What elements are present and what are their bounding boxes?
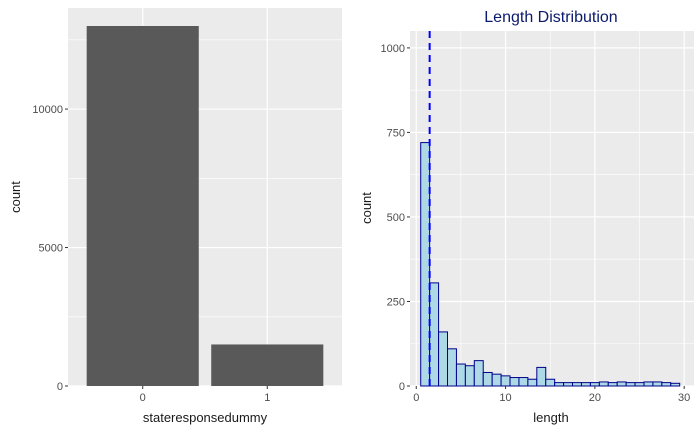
histogram-bar (482, 371, 493, 387)
histogram-bar (589, 382, 600, 387)
histogram-bar (554, 382, 565, 387)
histogram-bar (536, 366, 547, 387)
histogram-bar (447, 348, 457, 387)
left-bars (86, 26, 324, 386)
left-y-tick-label: 0 (57, 381, 63, 393)
histogram-bar (518, 377, 529, 387)
right-x-tick-label: 30 (678, 392, 690, 404)
histogram-bar (670, 382, 681, 387)
histogram-bar (509, 377, 520, 387)
histogram-bar (598, 381, 609, 387)
histogram-bar (429, 282, 440, 387)
histogram-bar (607, 382, 618, 387)
histogram-bar (420, 142, 431, 387)
right-y-axis-title: count (359, 192, 374, 224)
right-y-tick-label: 1000 (381, 43, 405, 55)
histogram-bar (545, 378, 556, 387)
histogram-bar (500, 375, 511, 387)
left-y-ticks: 0 5000 10000 (32, 104, 68, 393)
left-y-axis-title: count (8, 181, 23, 213)
right-x-tick-label: 0 (413, 392, 419, 404)
right-chart: Length Distribution 0 250 500 750 1000 0 10 20… (359, 9, 694, 425)
histogram-bar (473, 360, 484, 387)
histogram-bar (464, 365, 475, 387)
histogram-bar (491, 373, 502, 387)
right-chart-title: Length Distribution (484, 9, 617, 26)
bar-0 (86, 26, 199, 386)
bar-1 (211, 344, 324, 386)
right-y-tick-label: 500 (387, 212, 405, 224)
right-x-tick-label: 20 (589, 392, 601, 404)
histogram-bar (625, 382, 636, 387)
histogram-bar (563, 382, 574, 387)
histogram-bar (527, 378, 538, 387)
right-y-tick-label: 250 (387, 296, 405, 308)
histogram-bar (661, 382, 672, 387)
histogram-bar (580, 382, 591, 387)
histogram-bar (634, 382, 645, 387)
left-x-tick-label: 1 (264, 392, 270, 404)
right-plot-panel (410, 31, 694, 386)
left-x-axis-title: stateresponsedummy (143, 410, 268, 425)
left-x-tick-label: 0 (140, 392, 146, 404)
histogram-bar (455, 363, 466, 387)
right-x-tick-label: 10 (499, 392, 511, 404)
histogram-bar (438, 331, 449, 387)
histogram-bar (643, 381, 654, 387)
left-y-tick-label: 10000 (32, 104, 63, 116)
right-x-ticks: 0 10 20 30 (413, 386, 690, 404)
histogram-bar (652, 381, 663, 387)
left-y-tick-label: 5000 (39, 243, 63, 255)
histogram-bar (572, 382, 582, 387)
histogram-bar (616, 381, 627, 387)
right-y-tick-label: 0 (399, 381, 405, 393)
right-y-ticks: 0 250 500 750 1000 (381, 43, 410, 393)
right-gridlines (410, 31, 694, 387)
right-y-tick-label: 750 (387, 127, 405, 139)
right-x-axis-title: length (533, 410, 568, 425)
